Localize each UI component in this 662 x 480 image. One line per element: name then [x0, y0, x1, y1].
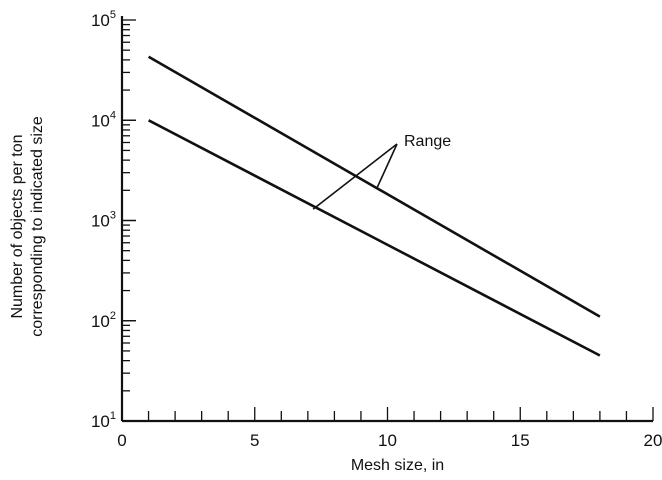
y-tick-label: 105 — [91, 9, 116, 30]
x-tick-label: 20 — [644, 431, 662, 450]
axes-layer — [120, 16, 654, 423]
y-tick-label: 104 — [91, 109, 116, 130]
series-line-lower — [147, 119, 601, 357]
label-layer: 0 5 10 15 20 101 102 103 104 105 Mesh size, in Numb… — [9, 9, 662, 474]
y-axis-label-line: corresponding to indicated size — [29, 116, 46, 337]
range-leader-line — [376, 143, 398, 189]
y-tick-label: 102 — [91, 310, 116, 331]
series-layer — [147, 55, 601, 357]
annotation-layer: Range — [312, 133, 451, 210]
series-line-upper — [147, 55, 601, 318]
x-tick-label: 0 — [117, 431, 126, 450]
range-leader-line — [312, 143, 398, 210]
x-axis-label: Mesh size, in — [351, 457, 444, 474]
y-axis-label-line: Number of objects per ton — [9, 134, 26, 318]
range-annotation-label: Range — [404, 133, 451, 150]
y-tick-label: 103 — [91, 210, 116, 231]
x-tick-label: 5 — [250, 431, 259, 450]
x-tick-label: 10 — [378, 431, 397, 450]
x-tick-label: 15 — [511, 431, 530, 450]
y-tick-label: 101 — [91, 410, 116, 431]
